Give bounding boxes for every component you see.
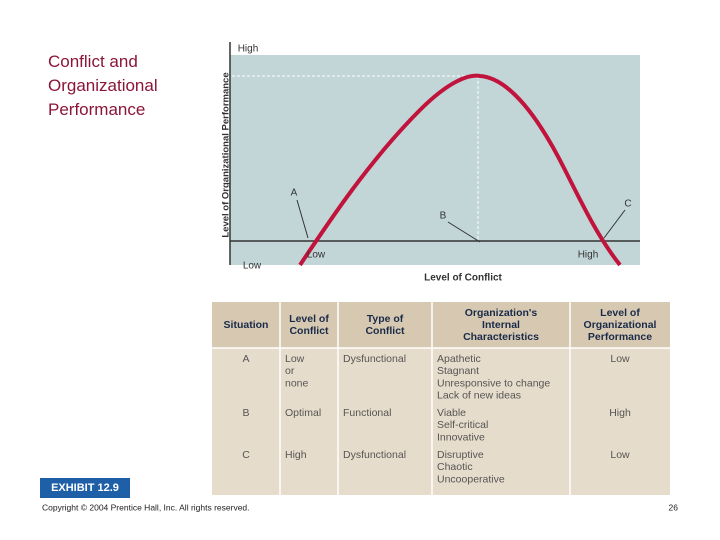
header-cell: Characteristics <box>463 331 539 343</box>
point-label: A <box>291 188 298 199</box>
table-cell: Viable <box>437 407 466 419</box>
header-cell: Conflict <box>289 325 329 337</box>
x-axis-label: Level of Conflict <box>424 273 502 284</box>
table-cell: Low <box>610 353 630 365</box>
table-cell: Apathetic <box>437 353 481 365</box>
chart-panel <box>230 55 640 265</box>
table-cell: Chaotic <box>437 461 473 473</box>
header-cell: Organizational <box>584 319 657 331</box>
header-cell: Type of <box>367 313 404 325</box>
table-header-background <box>212 302 670 348</box>
table-cell: Optimal <box>285 407 321 419</box>
table-cell: Functional <box>343 407 391 419</box>
table-cell: B <box>242 407 249 419</box>
table-cell: Lack of new ideas <box>437 390 521 402</box>
pointer <box>603 209 626 239</box>
y-high: High <box>238 44 259 55</box>
table-cell: High <box>609 407 631 419</box>
table-cell: C <box>242 449 250 461</box>
exhibit-label: EXHIBIT 12.9 <box>51 482 119 494</box>
header-cell: Organization's <box>465 307 538 319</box>
table-cell: A <box>242 353 249 365</box>
table-cell: Innovative <box>437 431 485 443</box>
copyright: Copyright © 2004 Prentice Hall, Inc. All… <box>42 502 250 512</box>
point-label: C <box>624 199 631 210</box>
header-cell: Conflict <box>365 325 405 337</box>
x-high: High <box>578 250 599 261</box>
table-cell: High <box>285 449 307 461</box>
slide-title: Conflict and Organizational Performance <box>48 52 158 119</box>
y-axis-label: Level of Organizational Performance <box>221 72 232 237</box>
header-cell: Internal <box>482 319 520 331</box>
table-cell: Stagnant <box>437 365 479 377</box>
table-cell: Unresponsive to change <box>437 377 550 389</box>
header-cell: Level of <box>289 313 329 325</box>
table-cell: Dysfunctional <box>343 353 406 365</box>
header-cell: Level of <box>600 307 640 319</box>
pointer <box>296 199 309 239</box>
table-cell: none <box>285 377 309 389</box>
point-label: B <box>440 211 447 222</box>
table-cell: Disruptive <box>437 449 484 461</box>
header-cell: Situation <box>224 319 269 331</box>
table-cell: Self-critical <box>437 419 488 431</box>
x-low: Low <box>307 250 326 261</box>
table-cell: Uncooperative <box>437 473 505 485</box>
table-cell: Low <box>285 353 305 365</box>
y-low: Low <box>243 261 262 272</box>
performance-curve <box>298 73 622 267</box>
pointer <box>447 221 481 243</box>
header-cell: Performance <box>588 331 652 343</box>
page-number: 26 <box>669 502 679 512</box>
table-cell: or <box>285 365 295 377</box>
exhibit-box <box>40 478 130 498</box>
table-cell: Low <box>610 449 630 461</box>
table-cell: Dysfunctional <box>343 449 406 461</box>
